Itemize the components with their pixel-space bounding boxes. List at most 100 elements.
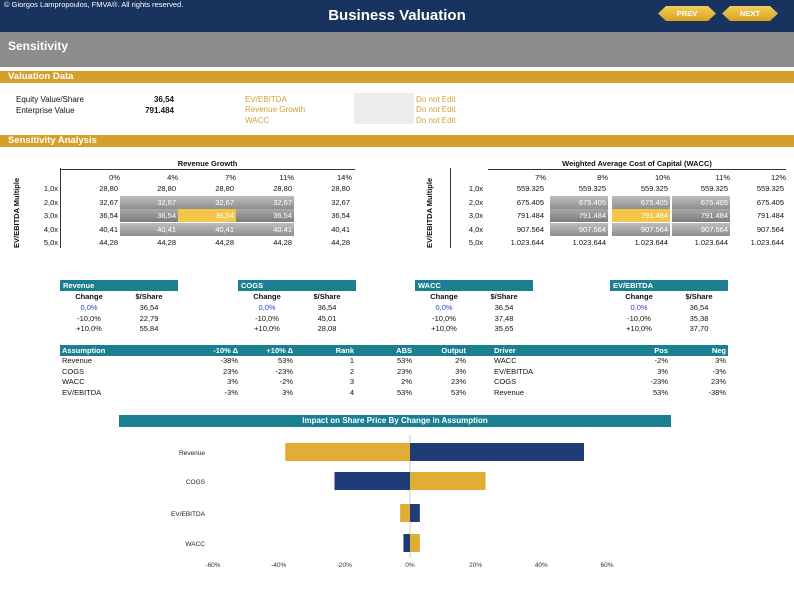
do-not-edit-note: Do not Edit — [416, 105, 456, 114]
x-tick-label: 40% — [535, 562, 548, 569]
assumptions-column-header: Pos — [654, 346, 668, 355]
assumptions-column-header: Neg — [711, 346, 726, 355]
assumptions-cell: -38% — [220, 356, 238, 365]
assumptions-cell: -3% — [224, 387, 238, 397]
change-value: +10,0% — [431, 324, 457, 333]
grid-cell: 907.564 — [756, 224, 784, 234]
change-header: Change — [430, 292, 458, 301]
x-tick-label: -40% — [271, 562, 286, 569]
grid-cell: 44,28 — [157, 238, 176, 247]
assumptions-cell: 1 — [349, 356, 354, 365]
share-value: 28,08 — [317, 324, 337, 333]
assumptions-cell: 53% — [396, 356, 412, 365]
grid-cell: 559.325 — [578, 184, 606, 193]
grid-cell: 32,67 — [120, 195, 178, 209]
assumptions-cell: 23% — [710, 377, 726, 386]
assumptions-cell: -23% — [275, 366, 293, 376]
grid-cell: 675.405 — [516, 197, 544, 207]
grid-cell: 40,41 — [178, 222, 236, 236]
category-label: Revenue — [179, 450, 205, 457]
assumptions-cell: 53% — [277, 356, 293, 365]
column-header: 0% — [109, 173, 120, 182]
grid-cell: 36,54 — [99, 211, 118, 220]
change-value: -10,0% — [627, 313, 651, 323]
tornado-chart: Revenue COGS EV/EBITDA WACC -60% -40% -20% 0% 20… — [171, 435, 614, 569]
valuation-data-header: Valuation Data — [0, 71, 794, 83]
column-header: 7% — [225, 173, 236, 182]
x-tick-label: 0% — [405, 562, 415, 569]
row-axis-label: EV/EBITDA Multiple — [12, 177, 21, 248]
grid-cell: 1.023.644 — [572, 238, 606, 247]
chart-title: Impact on Share Price By Change in Assum… — [119, 415, 671, 427]
share-value: 35,65 — [494, 324, 514, 333]
grid-cell: 1.023.644 — [510, 238, 544, 247]
sensitivity-title: Sensitivity — [8, 39, 69, 53]
do-not-edit-note: Do not Edit — [416, 95, 456, 104]
assumptions-column-header: Output — [441, 346, 466, 355]
share-value: 45,01 — [317, 313, 337, 323]
next-button[interactable]: NEXT — [722, 6, 778, 21]
assumptions-cell: 53% — [450, 387, 466, 397]
grid-cell: 28,80 — [273, 184, 292, 193]
change-value: +10,0% — [626, 324, 652, 333]
grid-cell: 28,80 — [215, 184, 234, 193]
row-header: 5,0x — [468, 238, 483, 247]
row-header: 1,0x — [468, 184, 483, 193]
row-header: 2,0x — [468, 197, 483, 207]
grid-cell: 44,28 — [331, 238, 350, 247]
grid-cell: 32,67 — [99, 197, 118, 207]
grid-cell: 36,54 — [178, 209, 236, 222]
assumptions-column-header: Rank — [335, 346, 354, 355]
change-table-title: WACC — [415, 280, 533, 291]
x-tick-label: 60% — [600, 562, 613, 569]
change-value: -10,0% — [77, 313, 101, 323]
grid-cell: 44,28 — [99, 238, 118, 247]
row-axis-label: EV/EBITDA Multiple — [425, 177, 434, 248]
prev-button[interactable]: PREV — [658, 6, 716, 21]
change-table-title: EV/EBITDA — [610, 280, 728, 291]
grid-cell: 44,28 — [215, 238, 234, 247]
assumptions-cell: 23% — [396, 366, 412, 376]
column-header: 12% — [770, 173, 786, 182]
column-header: 11% — [279, 173, 294, 182]
column-header: 8% — [597, 173, 608, 182]
change-value: 0,0% — [630, 303, 648, 312]
change-value: 0,0% — [435, 303, 453, 312]
change-value: -10,0% — [255, 313, 279, 323]
assumptions-cell: -2% — [654, 356, 668, 365]
x-tick-label: -60% — [205, 562, 220, 569]
change-value: +10,0% — [76, 324, 102, 333]
category-label: WACC — [185, 541, 205, 548]
assumptions-cell: 23% — [222, 366, 238, 376]
grid-cell: 559.325 — [516, 184, 544, 193]
grid-cell: 1.023.644 — [750, 238, 784, 247]
grid-cell: 675.405 — [756, 197, 784, 207]
assumptions-column-header: -10% Δ — [213, 346, 238, 355]
locked-input-box — [354, 93, 414, 124]
enterprise-value: 791.484 — [145, 106, 174, 115]
row-header: 3,0x — [468, 211, 483, 220]
assumptions-cell: -3% — [712, 366, 726, 376]
assumptions-cell: Revenue — [62, 356, 93, 365]
grid-cell: 791.484 — [756, 211, 784, 220]
row-header: 4,0x — [468, 224, 483, 234]
assumptions-cell: 2% — [455, 356, 466, 365]
column-header: 10% — [654, 173, 670, 182]
sensitivity-analysis-header: Sensitivity Analysis — [0, 135, 794, 147]
share-value: 36,54 — [317, 303, 337, 312]
grid-cell: 791.484 — [612, 209, 670, 222]
bar — [410, 534, 420, 552]
grid-cell: 28,80 — [99, 184, 118, 193]
assumptions-cell: -2% — [279, 377, 293, 386]
grid-title: Revenue Growth — [177, 159, 238, 168]
grid-cell: 907.564 — [672, 222, 730, 236]
grid-cell: 791.484 — [516, 211, 544, 220]
assumptions-cell: -23% — [650, 377, 668, 386]
assumptions-cell: 23% — [450, 377, 466, 386]
grid-cell: 36,54 — [236, 209, 294, 222]
assumptions-cell: 3% — [455, 366, 466, 376]
grid-cell: 907.564 — [516, 224, 544, 234]
bar — [410, 504, 420, 522]
assumptions-cell: -38% — [708, 387, 726, 397]
grid-cell: 40,41 — [99, 224, 118, 234]
